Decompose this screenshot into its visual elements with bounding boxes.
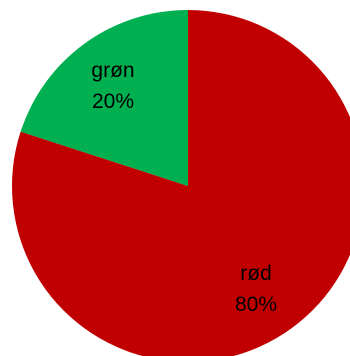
pie-slice-0 [12, 10, 350, 356]
slice-label-1: grøn [91, 59, 134, 82]
slice-label-0: rød [240, 262, 272, 285]
pie-slice-1 [20, 10, 188, 186]
slice-value-label-1: 20% [92, 90, 134, 113]
slice-value-label-0: 80% [235, 293, 277, 316]
